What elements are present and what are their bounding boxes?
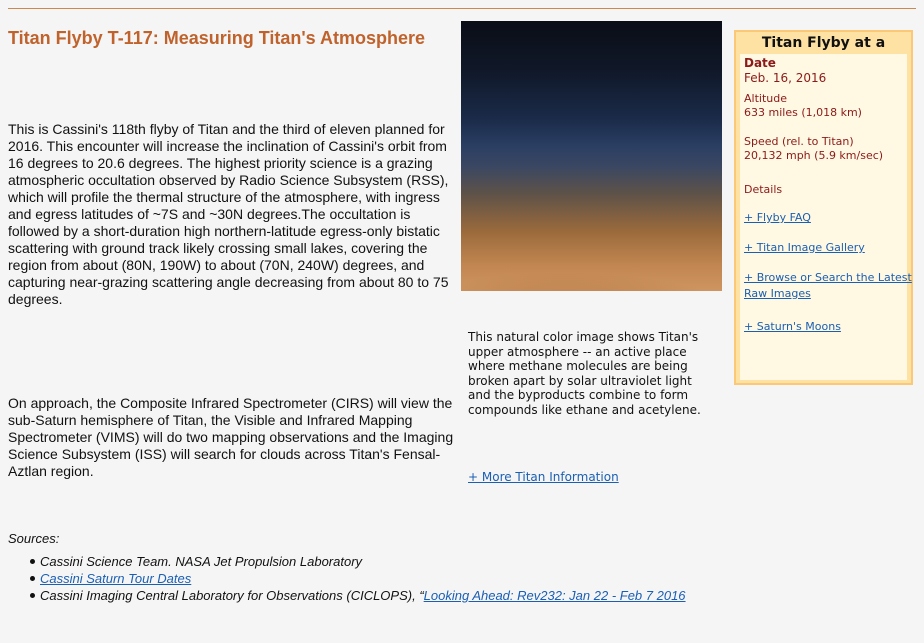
flyby-glance-panel: Titan Flyby at a Glance Date Feb. 16, 20… (734, 30, 913, 385)
source-item: Cassini Science Team. NASA Jet Propulsio… (30, 553, 740, 570)
page-title: Titan Flyby T-117: Measuring Titan's Atm… (8, 28, 426, 48)
saturns-moons-link[interactable]: + Saturn's Moons (744, 320, 841, 333)
titan-image-gallery-link[interactable]: + Titan Image Gallery (744, 241, 865, 254)
speed-label: Speed (rel. to Titan) (744, 135, 854, 148)
glance-content: Date Feb. 16, 2016 Altitude 633 miles (1… (740, 54, 912, 380)
details-label: Details (744, 183, 783, 196)
looking-ahead-link[interactable]: Looking Ahead: Rev232: Jan 22 - Feb 7 20… (423, 588, 686, 603)
flyby-faq-link[interactable]: + Flyby FAQ (744, 211, 811, 224)
article-paragraph-1: This is Cassini's 118th flyby of Titan a… (8, 121, 449, 307)
altitude-value: 633 miles (1,018 km) (744, 106, 862, 119)
tour-dates-link[interactable]: Cassini Saturn Tour Dates (40, 571, 192, 586)
titan-atmosphere-image (461, 21, 722, 291)
source-item: Cassini Imaging Central Laboratory for O… (30, 587, 740, 604)
more-titan-info-link[interactable]: + More Titan Information (468, 470, 619, 484)
raw-images-link[interactable]: + Browse or Search the Latest Raw Images (744, 271, 912, 300)
altitude-label: Altitude (744, 92, 787, 105)
source-item: Cassini Saturn Tour Dates (30, 570, 740, 587)
date-label: Date (744, 56, 776, 70)
date-value: Feb. 16, 2016 (744, 71, 827, 85)
image-caption: This natural color image shows Titan's u… (468, 330, 701, 417)
top-divider (8, 8, 916, 9)
source-text: Cassini Science Team. NASA Jet Propulsio… (40, 554, 363, 569)
sources-label: Sources: (8, 531, 60, 546)
sources-list: Cassini Science Team. NASA Jet Propulsio… (0, 553, 740, 604)
source-text: Cassini Imaging Central Laboratory for O… (40, 588, 424, 603)
speed-value: 20,132 mph (5.9 km/sec) (744, 149, 884, 162)
article-paragraph-2: On approach, the Composite Infrared Spec… (8, 395, 454, 479)
